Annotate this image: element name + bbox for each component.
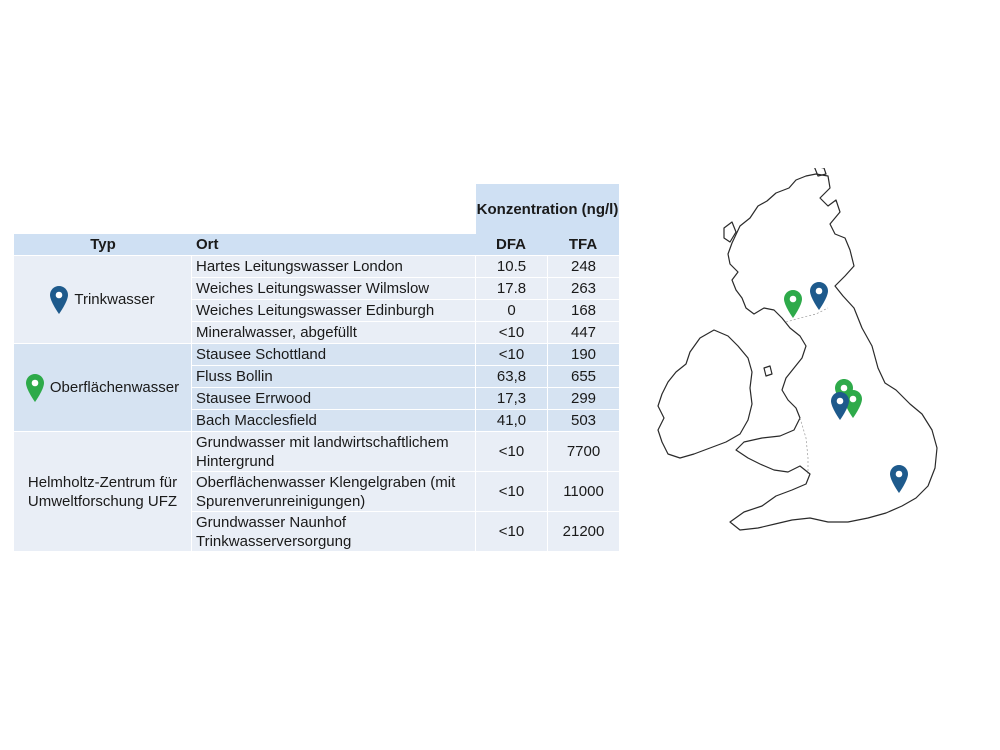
water-samples-table-container: Konzentration (ng/l) Typ Ort DFA TFA Tri… [14, 184, 619, 552]
tfa-cell: 655 [547, 366, 619, 388]
water-samples-table: Konzentration (ng/l) Typ Ort DFA TFA Tri… [14, 184, 619, 552]
dfa-cell: 41,0 [475, 410, 547, 432]
dfa-cell: <10 [475, 512, 547, 552]
ort-cell: Weiches Leitungswasser Wilmslow [192, 278, 475, 300]
tfa-cell: 447 [547, 322, 619, 344]
tfa-cell: 7700 [547, 432, 619, 472]
dfa-cell: <10 [475, 322, 547, 344]
pin-wilmslow [831, 392, 849, 420]
uk-ireland-map [657, 168, 938, 531]
table-row: Mineralwasser, abgefüllt <10 447 [14, 322, 619, 344]
typ-label: Helmholtz-Zentrum für Umweltforschung UF… [27, 473, 178, 510]
great-britain-outline [727, 173, 938, 531]
dfa-cell: 63,8 [475, 366, 547, 388]
dfa-cell: 10.5 [475, 256, 547, 278]
table-row: Oberflächenwasser Klengelgraben (mit Spu… [14, 472, 619, 512]
ort-cell: Hartes Leitungswasser London [192, 256, 475, 278]
ort-cell: Grundwasser Naunhof Trinkwasserversorgun… [192, 512, 475, 552]
dfa-cell: <10 [475, 432, 547, 472]
dfa-cell: 17,3 [475, 388, 547, 410]
england-wales-border [799, 417, 809, 474]
ort-cell: Grundwasser mit landwirtschaftlichem Hin… [192, 432, 475, 472]
dfa-cell: 17.8 [475, 278, 547, 300]
col-header-dfa: DFA [475, 234, 547, 256]
tfa-cell: 503 [547, 410, 619, 432]
tfa-cell: 248 [547, 256, 619, 278]
ort-cell: Weiches Leitungswasser Edinburgh [192, 300, 475, 322]
table-row: Bach Macclesfield 41,0 503 [14, 410, 619, 432]
typ-label: Trinkwasser [74, 291, 155, 308]
table-row: Grundwasser Naunhof Trinkwasserversorgun… [14, 512, 619, 552]
ort-cell: Fluss Bollin [192, 366, 475, 388]
ort-cell: Stausee Schottland [192, 344, 475, 366]
concentration-header: Konzentration (ng/l) [475, 184, 619, 234]
col-header-tfa: TFA [547, 234, 619, 256]
tfa-cell: 11000 [547, 472, 619, 512]
tfa-cell: 263 [547, 278, 619, 300]
pin-edinburgh [810, 282, 828, 310]
isle-of-man-outline [763, 365, 773, 377]
blue-map-pin-icon [50, 285, 69, 314]
orkney-islands-outline [814, 168, 827, 177]
typ-cell-oberflaechenwasser: Oberflächenwasser [14, 344, 192, 432]
pin-london [890, 465, 908, 493]
hebrides-outline [723, 221, 737, 243]
column-header-row: Typ Ort DFA TFA [14, 234, 619, 256]
col-header-typ: Typ [14, 234, 192, 256]
ireland-outline [657, 329, 753, 459]
typ-cell-ufz: Helmholtz-Zentrum für Umweltforschung UF… [14, 432, 192, 552]
pin-stausee-schottland [784, 290, 802, 318]
table-row: Trinkwasser Hartes Leitungswasser London… [14, 256, 619, 344]
dfa-cell: <10 [475, 344, 547, 366]
table-row: Oberflächenwasser Stausee Schottland <10… [14, 344, 619, 432]
table-row: Weiches Leitungswasser Edinburgh 0 168 [14, 300, 619, 322]
ort-cell: Stausee Errwood [192, 388, 475, 410]
tfa-cell: 299 [547, 388, 619, 410]
green-map-pin-icon [25, 373, 44, 402]
col-header-ort: Ort [192, 234, 475, 256]
dfa-cell: <10 [475, 472, 547, 512]
table-row: Weiches Leitungswasser Wilmslow 17.8 263 [14, 278, 619, 300]
table-row: Helmholtz-Zentrum für Umweltforschung UF… [14, 432, 619, 552]
ort-cell: Mineralwasser, abgefüllt [192, 322, 475, 344]
tfa-cell: 21200 [547, 512, 619, 552]
typ-label: Oberflächenwasser [49, 379, 180, 396]
tfa-cell: 190 [547, 344, 619, 366]
tfa-cell: 168 [547, 300, 619, 322]
typ-cell-trinkwasser: Trinkwasser [14, 256, 192, 344]
dfa-cell: 0 [475, 300, 547, 322]
table-corner-blank [14, 184, 475, 234]
england-scotland-border [785, 307, 829, 323]
ort-cell: Oberflächenwasser Klengelgraben (mit Spu… [192, 472, 475, 512]
ort-cell: Bach Macclesfield [192, 410, 475, 432]
pin-stausee-errwood [844, 390, 862, 418]
table-row: Fluss Bollin 63,8 655 [14, 366, 619, 388]
table-row: Stausee Errwood 17,3 299 [14, 388, 619, 410]
